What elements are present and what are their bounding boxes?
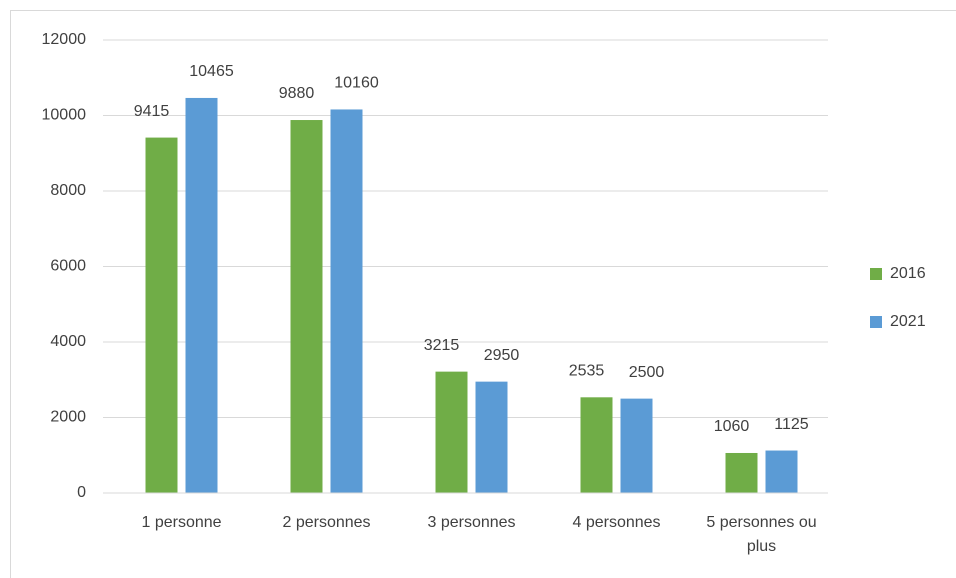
data-label: 2500	[629, 364, 665, 381]
x-tick-label: 4 personnes	[572, 514, 661, 531]
legend-swatch	[870, 268, 882, 280]
data-label: 10160	[334, 75, 379, 92]
y-tick-label: 10000	[42, 107, 87, 124]
legend-swatch	[870, 316, 882, 328]
data-label: 9415	[134, 103, 170, 120]
legend-label: 2021	[890, 313, 926, 330]
data-label: 2535	[569, 363, 605, 380]
bar	[145, 137, 178, 494]
y-tick-label: 4000	[50, 333, 86, 350]
legend-label: 2016	[890, 265, 926, 282]
y-tick-label: 2000	[50, 409, 86, 426]
data-label: 9880	[279, 85, 315, 102]
y-tick-label: 6000	[50, 258, 86, 275]
x-tick-label: 5 personnes ou plus	[706, 514, 817, 555]
y-tick-label: 0	[77, 484, 86, 501]
bar	[620, 398, 653, 493]
bar	[185, 97, 218, 493]
x-tick-label: 3 personnes	[427, 514, 516, 531]
data-label: 3215	[424, 337, 460, 354]
bar	[765, 450, 798, 493]
y-tick-label: 12000	[42, 31, 87, 48]
x-tick-label: 2 personnes	[282, 514, 371, 531]
bar	[725, 452, 758, 493]
bar	[475, 381, 508, 493]
data-label: 1060	[714, 418, 750, 435]
y-tick-label: 8000	[50, 182, 86, 199]
x-tick-label: 1 personne	[141, 514, 222, 531]
data-label: 10465	[189, 63, 234, 80]
bar	[330, 109, 363, 494]
data-label: 1125	[774, 416, 809, 433]
data-label: 2950	[484, 347, 520, 364]
chart-border	[10, 10, 956, 578]
bar	[580, 397, 613, 493]
bar	[435, 371, 468, 493]
bar	[290, 120, 323, 493]
